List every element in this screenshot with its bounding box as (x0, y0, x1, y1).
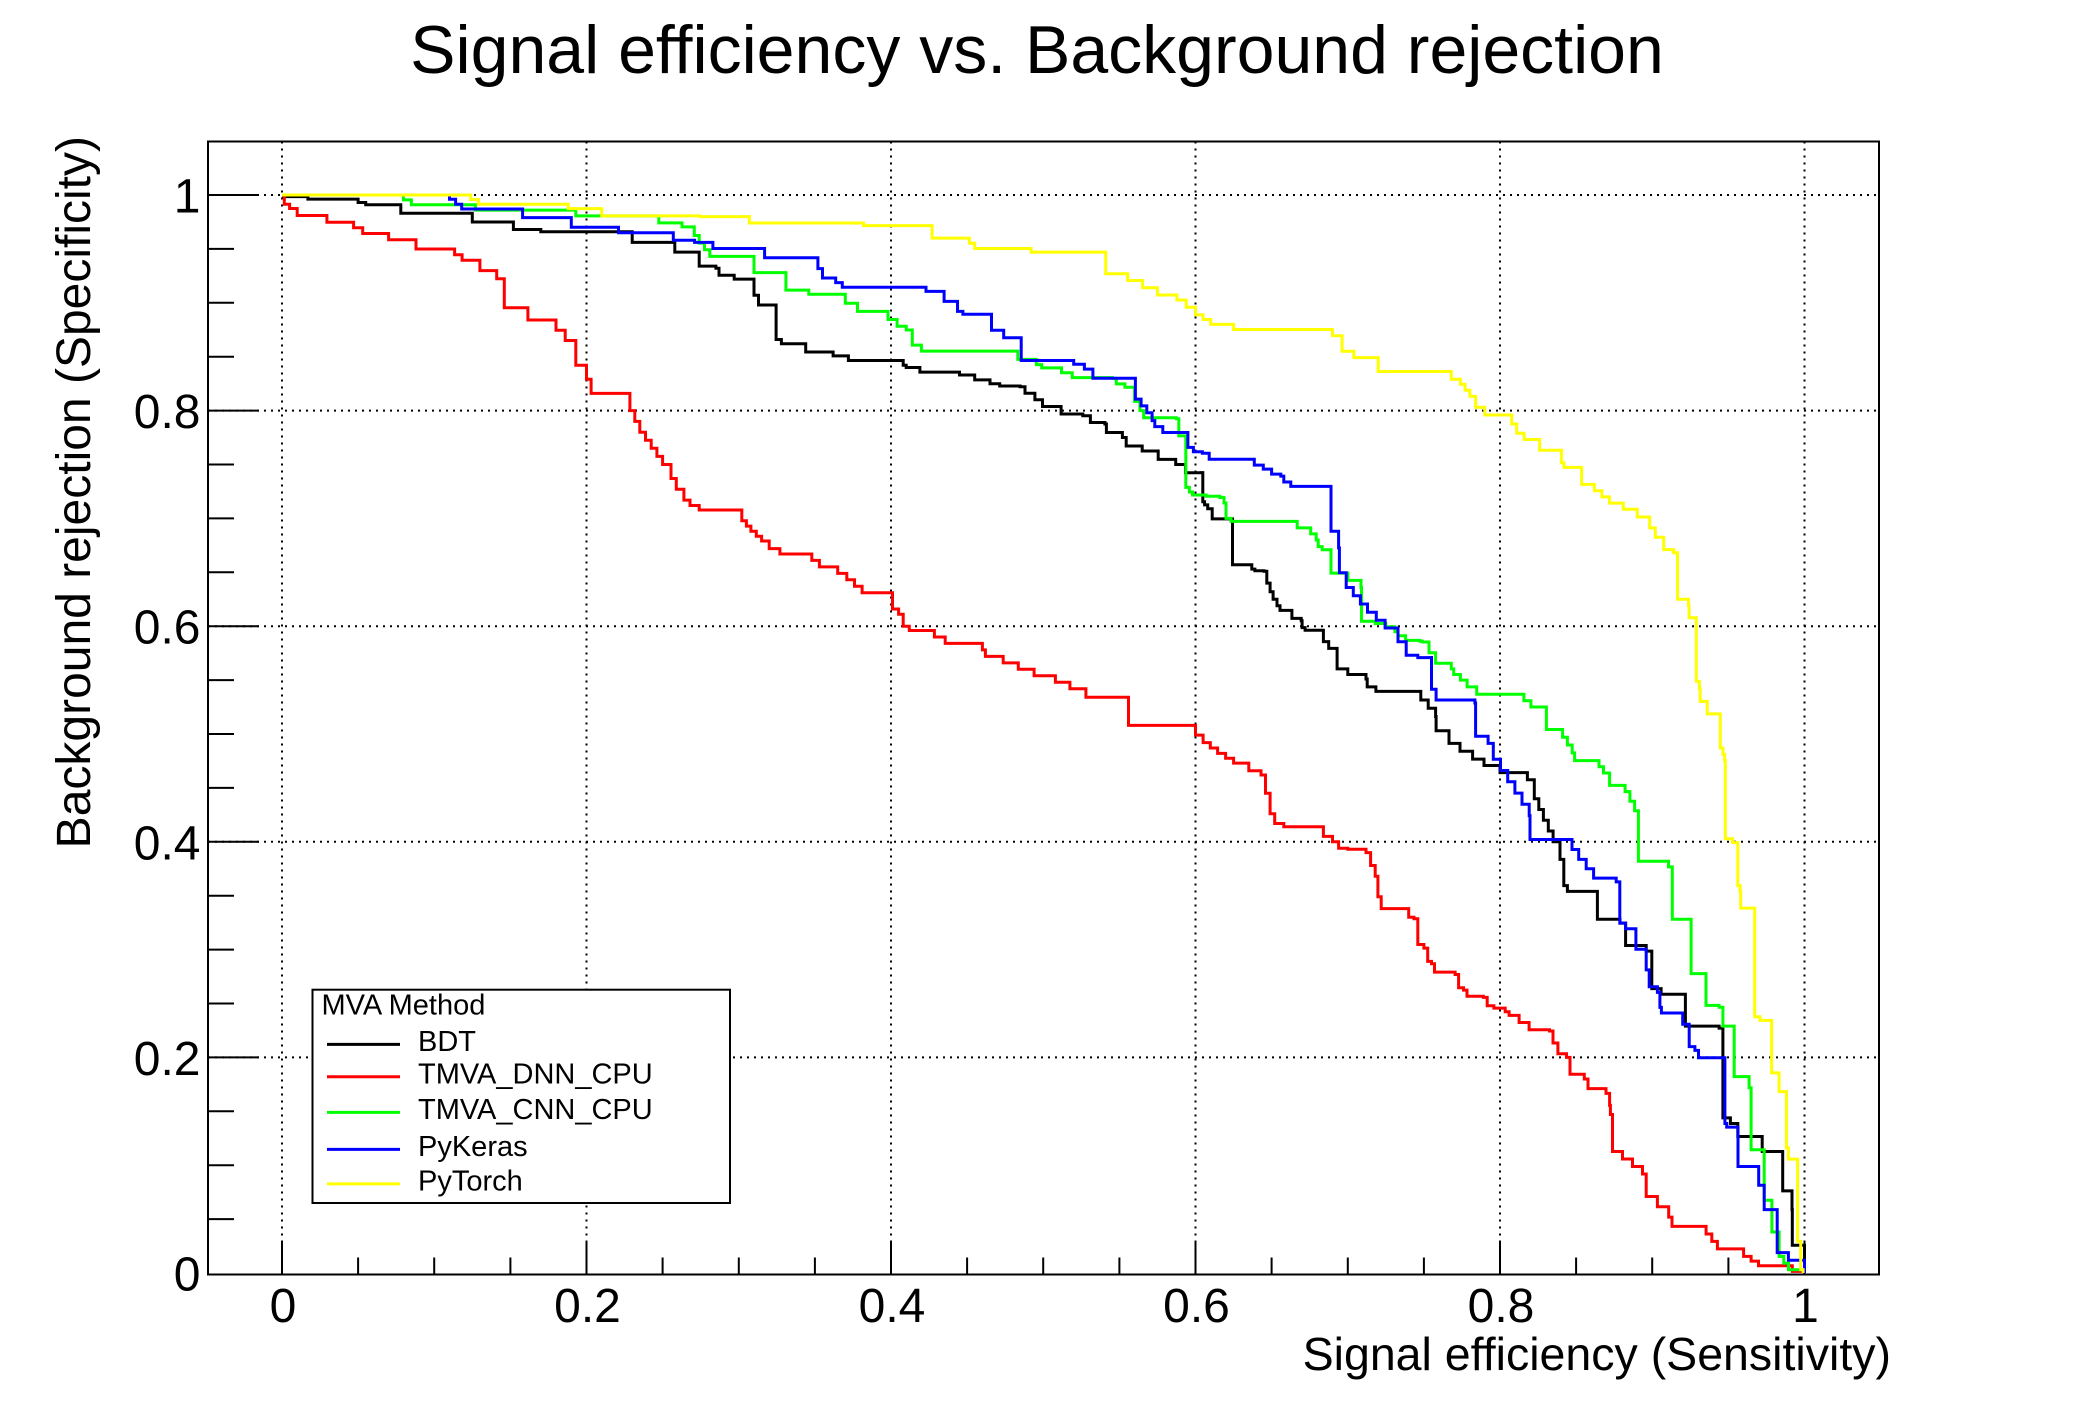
svg-text:PyKeras: PyKeras (418, 1131, 528, 1163)
svg-text:BDT: BDT (418, 1026, 476, 1058)
svg-text:0.6: 0.6 (1163, 1280, 1230, 1333)
svg-text:0: 0 (270, 1280, 297, 1333)
svg-text:0.8: 0.8 (134, 386, 201, 439)
svg-text:TMVA_CNN_CPU: TMVA_CNN_CPU (418, 1094, 653, 1126)
svg-text:0: 0 (174, 1249, 201, 1302)
svg-text:Signal efficiency (Sensitivity: Signal efficiency (Sensitivity) (1303, 1328, 1891, 1380)
svg-text:PyTorch: PyTorch (418, 1166, 523, 1198)
svg-text:1: 1 (1792, 1280, 1819, 1333)
svg-text:0.2: 0.2 (134, 1033, 201, 1086)
svg-text:0.8: 0.8 (1468, 1280, 1535, 1333)
svg-text:MVA Method: MVA Method (322, 990, 486, 1022)
svg-text:0.4: 0.4 (134, 817, 201, 870)
svg-text:Background rejection (Specific: Background rejection (Specificity) (48, 136, 101, 848)
svg-text:Signal efficiency vs. Backgrou: Signal efficiency vs. Background rejecti… (410, 12, 1664, 88)
svg-text:1: 1 (174, 171, 201, 224)
svg-text:0.6: 0.6 (134, 602, 201, 655)
svg-text:0.4: 0.4 (859, 1280, 926, 1333)
svg-text:0.2: 0.2 (554, 1280, 621, 1333)
svg-text:TMVA_DNN_CPU: TMVA_DNN_CPU (418, 1059, 653, 1091)
